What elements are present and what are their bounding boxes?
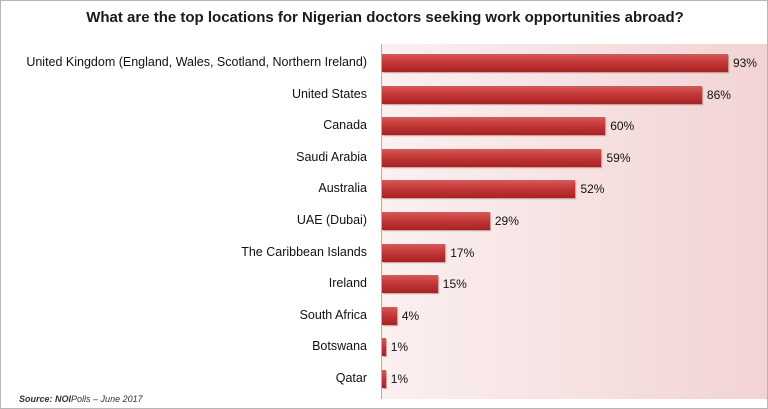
bar <box>382 370 386 388</box>
category-label: The Caribbean Islands <box>241 244 367 259</box>
chart-title: What are the top locations for Nigerian … <box>86 9 684 26</box>
bar <box>382 180 576 199</box>
value-label: 93% <box>732 56 757 70</box>
bar <box>382 275 438 294</box>
value-label: 17% <box>450 245 475 260</box>
source-note: Source: NOIPolls – June 2017 <box>19 394 143 404</box>
category-label: South Africa <box>299 307 367 322</box>
source-label: Source: <box>19 394 53 404</box>
bar <box>382 212 490 230</box>
category-label: United States <box>291 86 367 101</box>
bar <box>382 54 728 72</box>
value-label: 29% <box>494 214 519 228</box>
category-label: Ireland <box>328 276 367 291</box>
bar <box>382 85 702 104</box>
category-label: Saudi Arabia <box>296 149 367 164</box>
value-label: 52% <box>580 182 605 197</box>
bar <box>382 117 606 136</box>
source-org: NOI <box>55 394 72 404</box>
bar <box>382 148 602 167</box>
value-label: 86% <box>706 87 731 102</box>
bar <box>382 306 397 325</box>
bar <box>382 243 446 262</box>
category-label: Canada <box>323 118 367 133</box>
category-label: UAE (Dubai) <box>296 213 367 227</box>
value-label: 1% <box>390 340 409 355</box>
value-label: 59% <box>606 150 631 165</box>
value-label: 1% <box>390 372 409 386</box>
value-label: 60% <box>610 119 635 134</box>
bar <box>382 338 386 357</box>
category-label: Botswana <box>312 339 367 354</box>
category-label: Qatar <box>335 371 367 385</box>
value-label: 15% <box>442 277 467 292</box>
source-text: Polls – June 2017 <box>71 394 143 404</box>
value-label: 4% <box>401 308 420 323</box>
category-label: United Kingdom (England, Wales, Scotland… <box>26 55 367 69</box>
category-label: Australia <box>318 181 367 196</box>
